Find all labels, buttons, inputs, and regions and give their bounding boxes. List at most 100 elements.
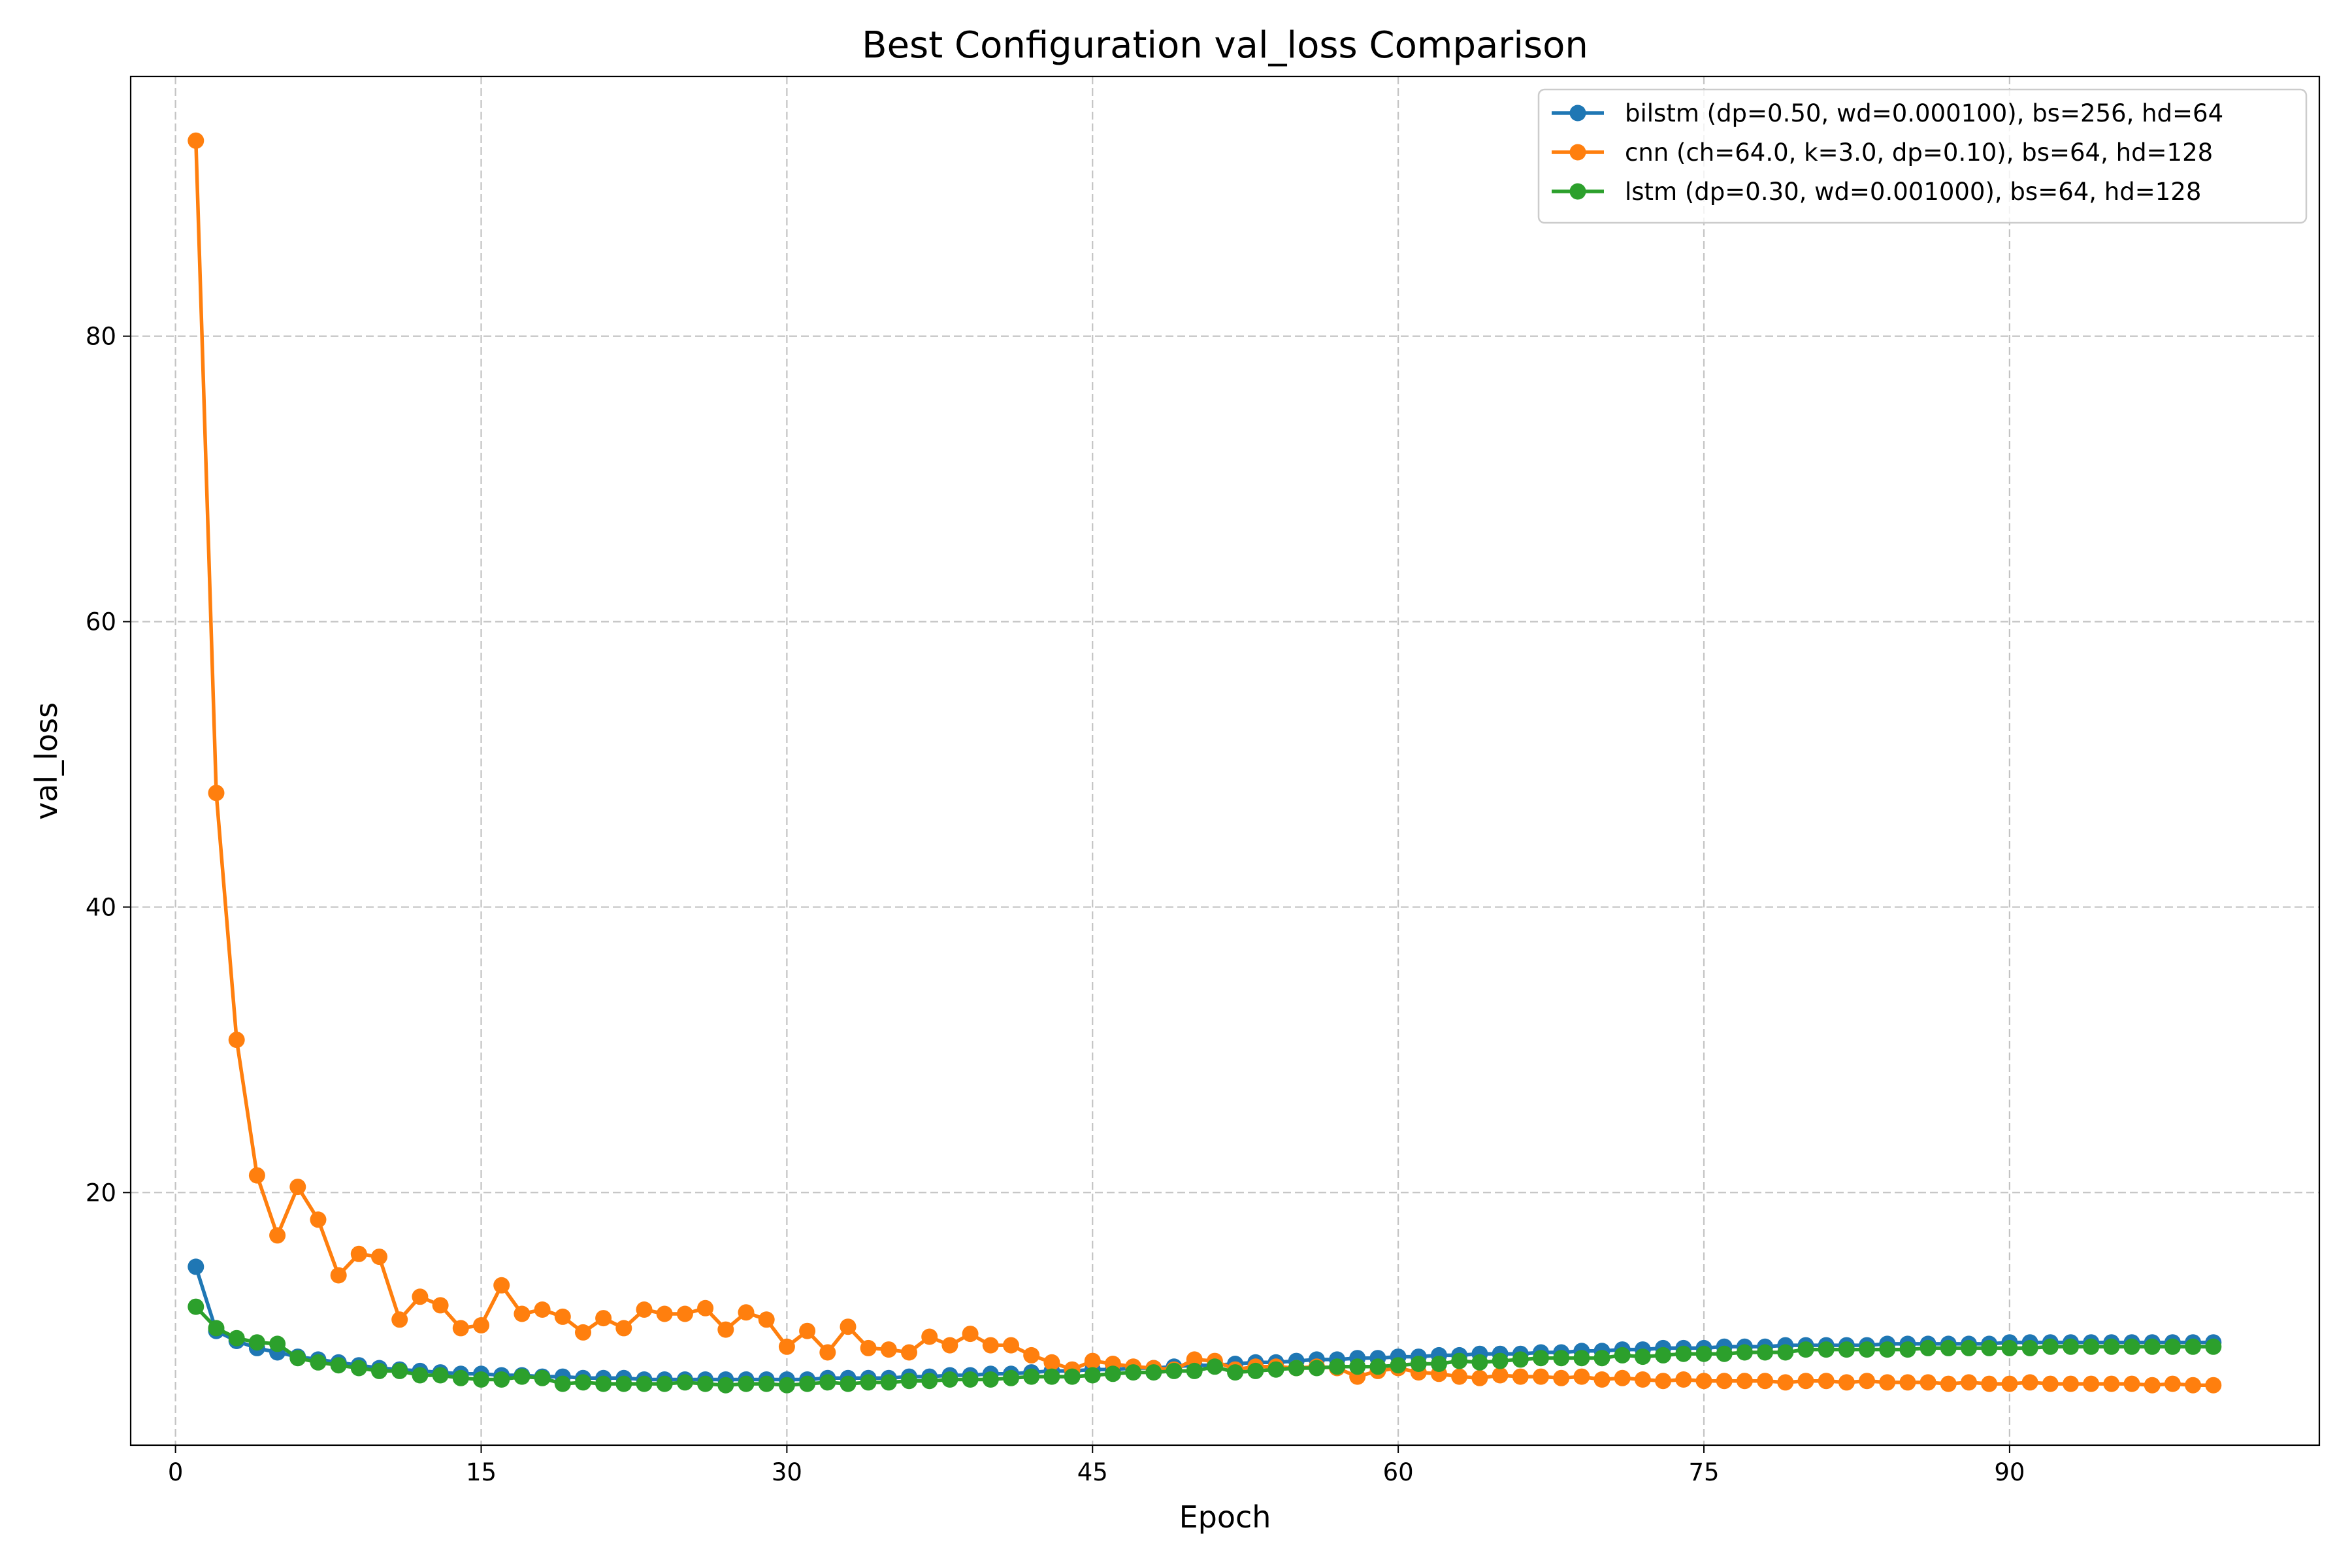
- x-tick-label: 45: [1077, 1458, 1108, 1486]
- data-point: [188, 1298, 204, 1315]
- data-point: [269, 1227, 286, 1244]
- data-point: [188, 1258, 204, 1275]
- data-point: [941, 1371, 958, 1388]
- data-point: [208, 1320, 225, 1337]
- data-point: [2042, 1338, 2059, 1355]
- data-point: [1593, 1350, 1610, 1367]
- data-point: [188, 132, 204, 149]
- y-tick-label: 60: [86, 608, 116, 636]
- data-point: [1655, 1347, 1672, 1364]
- data-point: [1186, 1351, 1203, 1368]
- grid: [131, 76, 2319, 1445]
- data-point: [1308, 1360, 1325, 1377]
- data-point: [1410, 1356, 1427, 1372]
- data-point: [228, 1330, 245, 1347]
- data-point: [1940, 1339, 1957, 1356]
- data-point: [1634, 1371, 1651, 1388]
- data-point: [1716, 1373, 1733, 1390]
- data-point: [1634, 1348, 1651, 1365]
- data-point: [2083, 1338, 2100, 1355]
- data-point: [1125, 1364, 1142, 1381]
- data-point: [1003, 1337, 1019, 1354]
- data-point: [615, 1375, 632, 1392]
- x-tick-label: 0: [168, 1458, 184, 1486]
- data-point: [1471, 1354, 1488, 1371]
- legend-swatch-marker: [1569, 183, 1586, 200]
- data-point: [1961, 1374, 1977, 1391]
- data-point: [1492, 1367, 1509, 1384]
- data-point: [860, 1339, 877, 1356]
- x-tick-label: 75: [1688, 1458, 1719, 1486]
- data-point: [248, 1334, 265, 1351]
- data-point: [1675, 1371, 1692, 1388]
- y-tick-label: 40: [86, 893, 116, 921]
- series-2: [188, 1298, 2222, 1394]
- data-point: [1838, 1341, 1855, 1358]
- data-point: [310, 1211, 327, 1228]
- data-point: [330, 1267, 347, 1284]
- data-point: [819, 1344, 836, 1361]
- data-point: [1879, 1374, 1896, 1391]
- data-point: [289, 1350, 306, 1367]
- data-point: [2123, 1375, 2140, 1392]
- data-point: [636, 1301, 653, 1318]
- data-point: [2103, 1375, 2120, 1392]
- data-point: [350, 1360, 367, 1377]
- data-point: [982, 1371, 999, 1388]
- y-axis-label: val_loss: [29, 702, 64, 820]
- data-point: [2205, 1377, 2222, 1394]
- data-point: [575, 1374, 591, 1391]
- data-point: [1859, 1341, 1875, 1358]
- data-point: [799, 1322, 816, 1339]
- data-point: [1533, 1350, 1549, 1367]
- data-point: [1288, 1360, 1305, 1377]
- data-point: [962, 1326, 979, 1343]
- data-point: [391, 1311, 408, 1328]
- data-point: [1390, 1357, 1407, 1374]
- data-point: [1553, 1350, 1570, 1367]
- data-point: [1369, 1358, 1386, 1375]
- data-point: [1533, 1368, 1549, 1385]
- data-point: [2021, 1374, 2038, 1391]
- data-point: [2042, 1375, 2059, 1392]
- data-point: [1247, 1362, 1264, 1379]
- data-point: [1797, 1341, 1814, 1358]
- data-point: [2185, 1338, 2202, 1355]
- data-point: [1166, 1362, 1183, 1379]
- data-point: [1940, 1375, 1957, 1392]
- data-point: [941, 1337, 958, 1354]
- data-point: [1267, 1361, 1284, 1378]
- data-point: [208, 785, 225, 802]
- data-point: [921, 1373, 938, 1390]
- data-point: [778, 1338, 795, 1355]
- data-point: [493, 1277, 510, 1294]
- data-point: [1329, 1358, 1346, 1375]
- data-point: [1695, 1345, 1712, 1362]
- x-tick-label: 60: [1383, 1458, 1414, 1486]
- data-point: [1043, 1354, 1060, 1371]
- data-point: [473, 1371, 489, 1388]
- data-point: [1961, 1339, 1977, 1356]
- data-point: [2164, 1375, 2181, 1392]
- data-point: [697, 1299, 714, 1316]
- data-point: [901, 1373, 917, 1390]
- data-point: [738, 1375, 755, 1392]
- data-point: [2205, 1338, 2222, 1355]
- data-point: [758, 1375, 775, 1392]
- data-point: [493, 1371, 510, 1388]
- legend-box: [1537, 88, 2308, 224]
- series-1: [188, 132, 2222, 1394]
- data-point: [1736, 1344, 1753, 1361]
- data-point: [799, 1375, 816, 1392]
- data-point: [2123, 1338, 2140, 1355]
- data-point: [534, 1301, 551, 1318]
- data-point: [1695, 1373, 1712, 1390]
- data-point: [1104, 1365, 1121, 1382]
- data-point: [2144, 1338, 2161, 1355]
- data-point: [1818, 1373, 1835, 1390]
- data-point: [1655, 1373, 1672, 1390]
- data-point: [1593, 1371, 1610, 1388]
- data-point: [1431, 1356, 1447, 1372]
- data-point: [840, 1318, 857, 1335]
